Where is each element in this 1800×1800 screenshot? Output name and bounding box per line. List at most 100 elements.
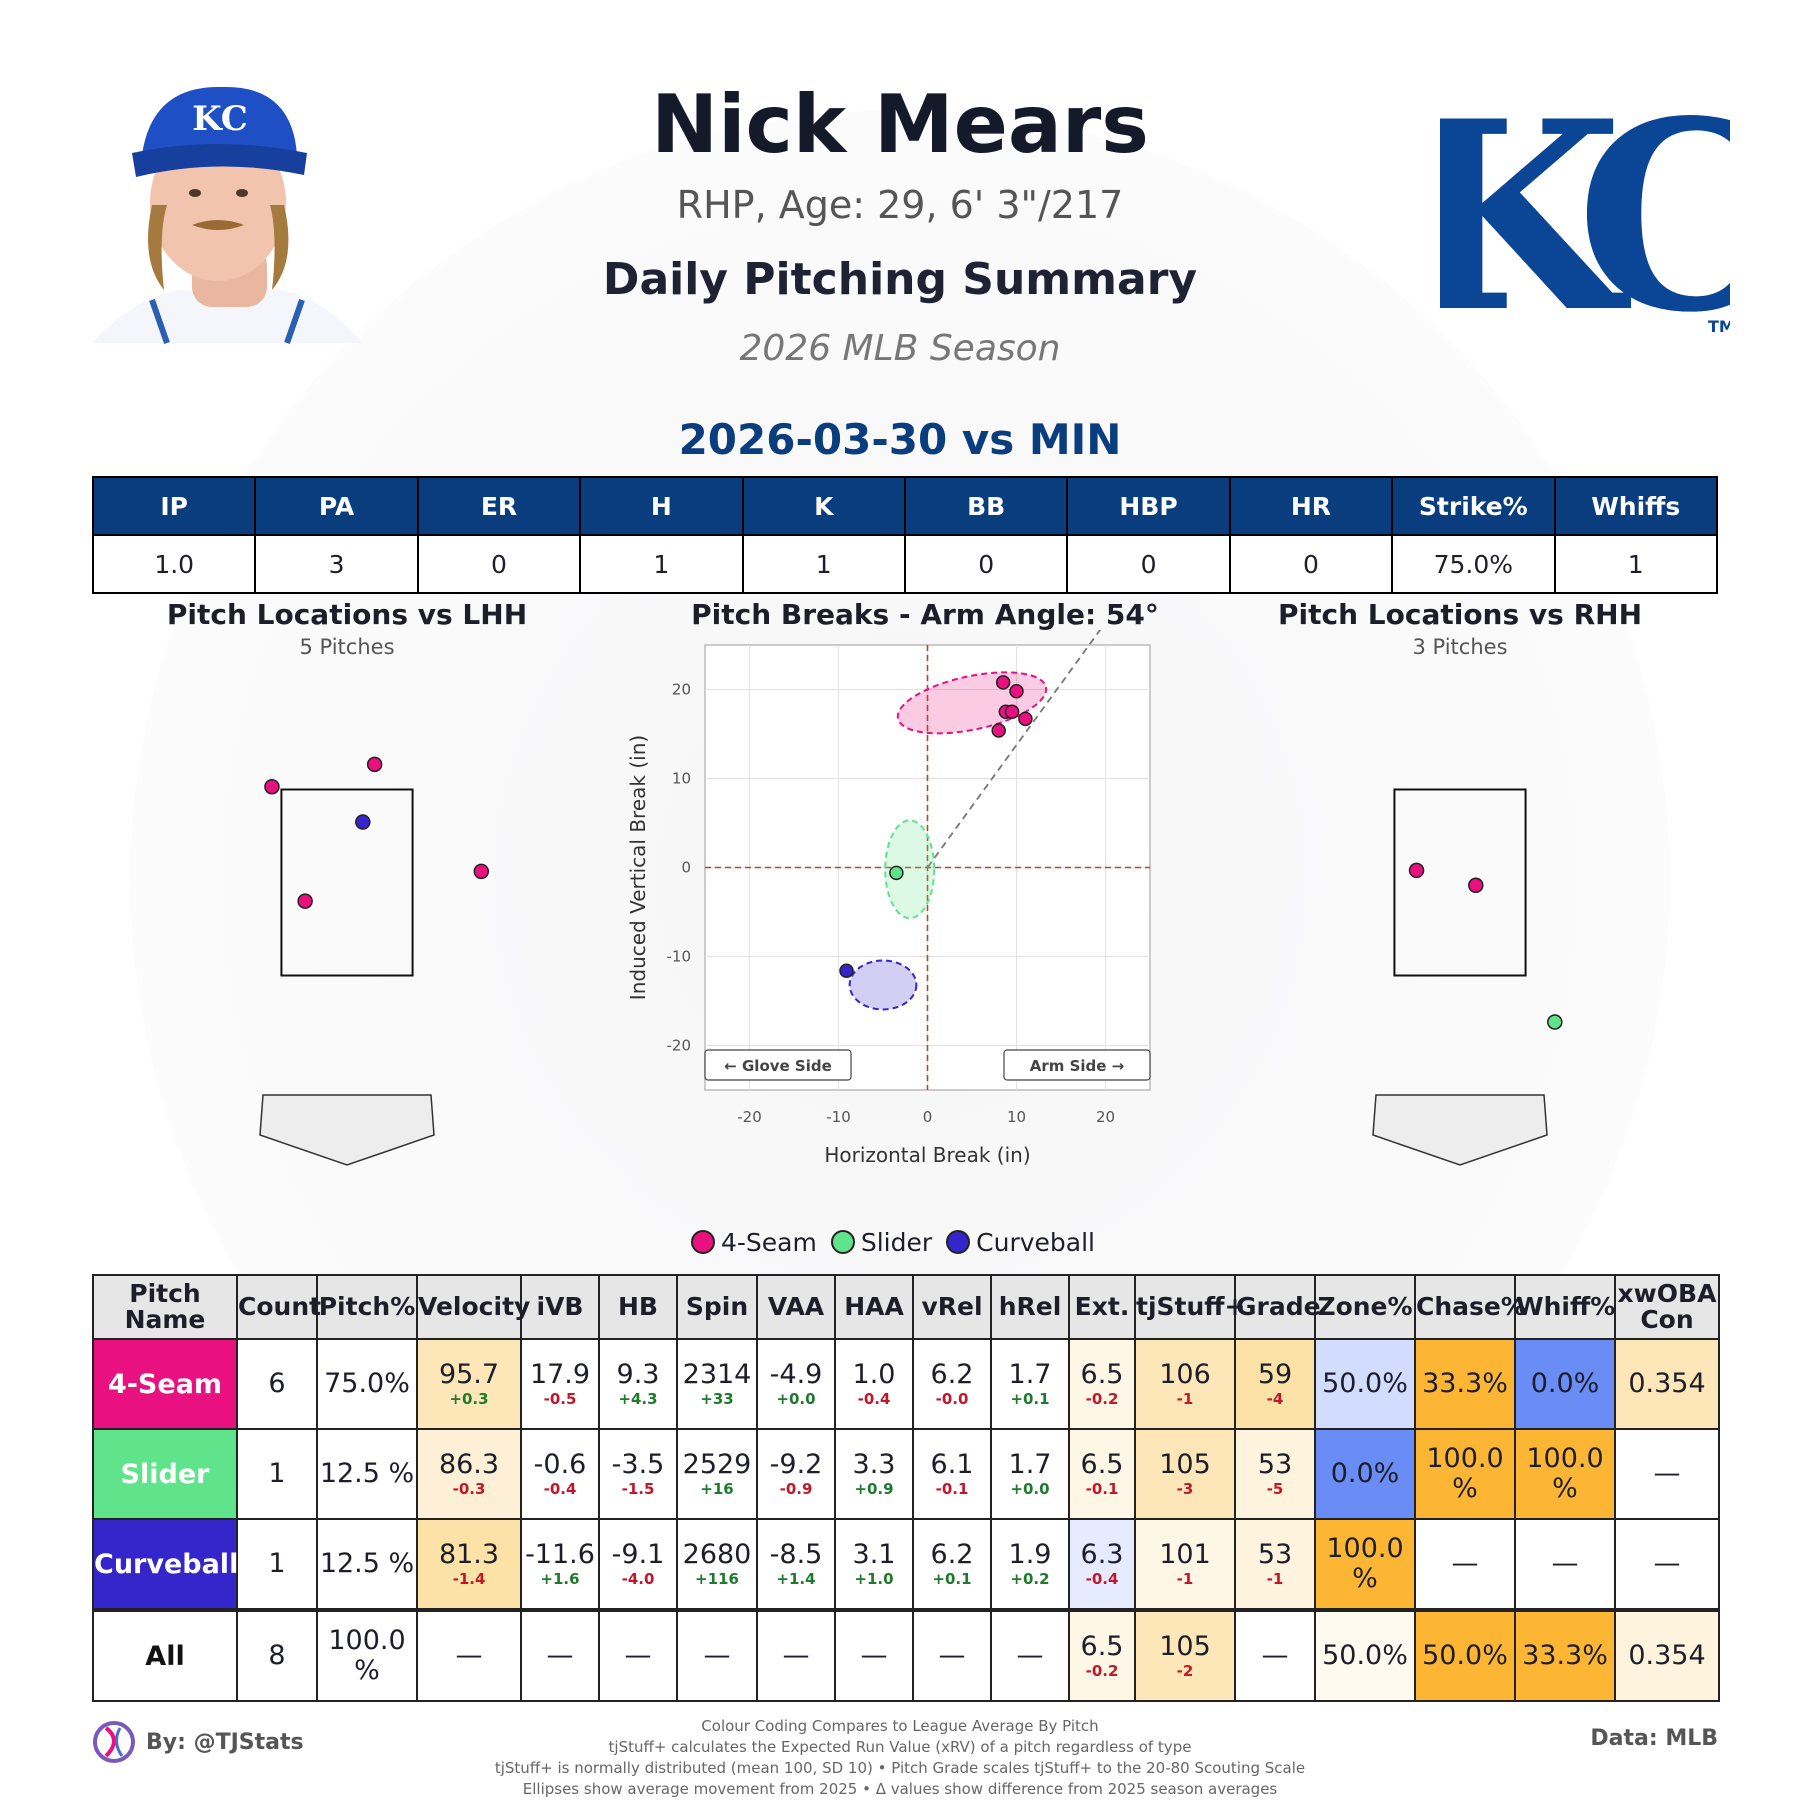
metric-value: 3.3 — [852, 1449, 896, 1480]
metric-cell: 1.7 +0.0 — [990, 1428, 1070, 1520]
footer-notes: Colour Coding Compares to League Average… — [440, 1716, 1360, 1800]
footer-note: Ellipses show average movement from 2025… — [522, 1780, 1278, 1798]
metric-value: — — [1261, 1640, 1289, 1671]
pitch-point-curveball — [355, 814, 371, 830]
metric-value: 105 — [1159, 1631, 1211, 1662]
pitch-point-4-seam — [297, 893, 313, 909]
pitch-name-cell: 4-Seam — [92, 1338, 238, 1430]
pitch-table-header: HAA — [834, 1274, 914, 1340]
metric-cell: -3.5 -1.5 — [598, 1428, 678, 1520]
pitch-table-header: vRel — [912, 1274, 992, 1340]
pitch-point-slider — [1547, 1014, 1563, 1030]
metric-value: 53 — [1257, 1539, 1293, 1570]
pitch-table-header: Spin — [676, 1274, 758, 1340]
metric-value: -9.2 — [769, 1449, 823, 1480]
pitch-table-header: Grade — [1234, 1274, 1321, 1340]
legend-dot-icon — [946, 1230, 971, 1254]
y-tick-label: 10 — [672, 770, 691, 788]
metric-cell: 3.1 +1.0 — [834, 1518, 914, 1611]
metric-cell: 105 -2 — [1134, 1608, 1236, 1702]
season-label: 2026 MLB Season — [739, 328, 1061, 369]
metric-delta: -4.0 — [621, 1570, 655, 1588]
legend-label: 4-Seam — [721, 1228, 817, 1257]
metric-value: -0.6 — [533, 1449, 587, 1480]
metric-value: 2314 — [682, 1359, 752, 1390]
metric-value: 1.0 — [852, 1359, 896, 1390]
cap-brim — [132, 144, 307, 177]
legend-item-4-seam: 4-Seam — [691, 1228, 817, 1257]
metric-cell: 50.0% — [1314, 1338, 1416, 1430]
metric-cell: 0.0% — [1514, 1338, 1616, 1430]
metric-cell: -9.2 -0.9 — [756, 1428, 836, 1520]
pitch-table-header-row: Pitch Name Count Pitch% Velocity iVB HB Spin VA… — [92, 1274, 1720, 1340]
metric-cell: 50.0% — [1314, 1608, 1416, 1702]
pitch-name-cell: Slider — [92, 1428, 238, 1520]
metric-value: 101 — [1159, 1539, 1211, 1570]
metric-delta: -0.9 — [779, 1480, 813, 1498]
player-bio: RHP, Age: 29, 6' 3"/217 — [676, 183, 1124, 227]
rhh-location-chart — [1372, 788, 1563, 1166]
mustache-shape — [192, 220, 244, 230]
metric-value: 17.9 — [529, 1359, 591, 1390]
metric-cell: — — [676, 1608, 758, 1702]
metric-value: 6.5 — [1080, 1631, 1124, 1662]
metric-value: 6 — [268, 1368, 286, 1399]
metric-value: 100.0 % — [1326, 1533, 1404, 1594]
metric-cell: 6.5 -0.2 — [1068, 1608, 1136, 1702]
cap-logo-text: KC — [192, 99, 248, 139]
metric-value: 1 — [268, 1548, 286, 1579]
metric-value: 1.9 — [1008, 1539, 1052, 1570]
metric-value: — — [1451, 1548, 1479, 1579]
pitch-point-4-seam — [264, 778, 280, 795]
metric-delta: -3 — [1176, 1480, 1194, 1498]
metric-value: 1.7 — [1008, 1449, 1052, 1480]
metric-cell: 101 -1 — [1134, 1518, 1236, 1611]
metric-cell: 1.0 -0.4 — [834, 1338, 914, 1430]
metric-cell: 6.3 -0.4 — [1068, 1518, 1136, 1611]
legend-dot-icon — [830, 1230, 855, 1254]
metric-cell: 2529 +16 — [676, 1428, 758, 1520]
box-value-strike-pct: 75.0% — [1391, 534, 1556, 594]
metric-cell: 6.2 -0.0 — [912, 1338, 992, 1430]
metric-cell: — — [912, 1608, 992, 1702]
pitch-table-header: tjStuff+ — [1134, 1274, 1245, 1340]
metric-delta: -0.4 — [857, 1390, 891, 1408]
home-plate — [259, 1094, 435, 1166]
metric-value: 1 — [268, 1458, 286, 1489]
pitch-table-header: HB — [598, 1274, 678, 1340]
metric-cell: 17.9 -0.5 — [520, 1338, 600, 1430]
legend-item-curveball: Curveball — [946, 1228, 1095, 1257]
team-logo-text: KC — [1440, 70, 1730, 350]
trademark-label: TM — [1708, 317, 1730, 336]
metric-delta: +1.4 — [776, 1570, 816, 1588]
cap-crown — [142, 86, 297, 155]
movement-point-4-seam — [995, 675, 1011, 690]
metric-cell: 1.9 +0.2 — [990, 1518, 1070, 1611]
box-header-k: K — [741, 476, 906, 536]
metric-value: 50.0% — [1322, 1368, 1408, 1399]
x-tick-label: 10 — [1007, 1108, 1026, 1126]
pitch-table-header: Chase% — [1414, 1274, 1526, 1340]
metric-delta: -1 — [1266, 1570, 1284, 1588]
pitch-table-header: Velocity — [416, 1274, 530, 1340]
metric-value: — — [546, 1640, 574, 1671]
metric-cell: 1.7 +0.1 — [990, 1338, 1070, 1430]
metric-value: 59 — [1257, 1359, 1293, 1390]
game-label: 2026-03-30 vs MIN — [678, 415, 1122, 464]
metric-cell: -4.9 +0.0 — [756, 1338, 836, 1430]
footer-note: tjStuff+ calculates the Expected Run Val… — [608, 1738, 1192, 1756]
metric-delta: -0.3 — [452, 1480, 486, 1498]
right-eye — [236, 189, 248, 197]
hair-left — [148, 205, 167, 290]
movement-ellipse-curveball — [848, 959, 918, 1011]
pitch-point-4-seam — [366, 756, 383, 773]
lhh-title: Pitch Locations vs LHH — [166, 598, 528, 631]
metric-value: — — [1016, 1640, 1044, 1671]
metric-value: 12.5 % — [319, 1458, 415, 1489]
metric-delta: +0.2 — [1010, 1570, 1050, 1588]
metric-value: 75.0% — [324, 1368, 410, 1399]
metric-delta: -0.5 — [543, 1390, 577, 1408]
metric-value: -9.1 — [611, 1539, 665, 1570]
metric-value: 81.3 — [438, 1539, 500, 1570]
metric-cell: -9.1 -4.0 — [598, 1518, 678, 1611]
